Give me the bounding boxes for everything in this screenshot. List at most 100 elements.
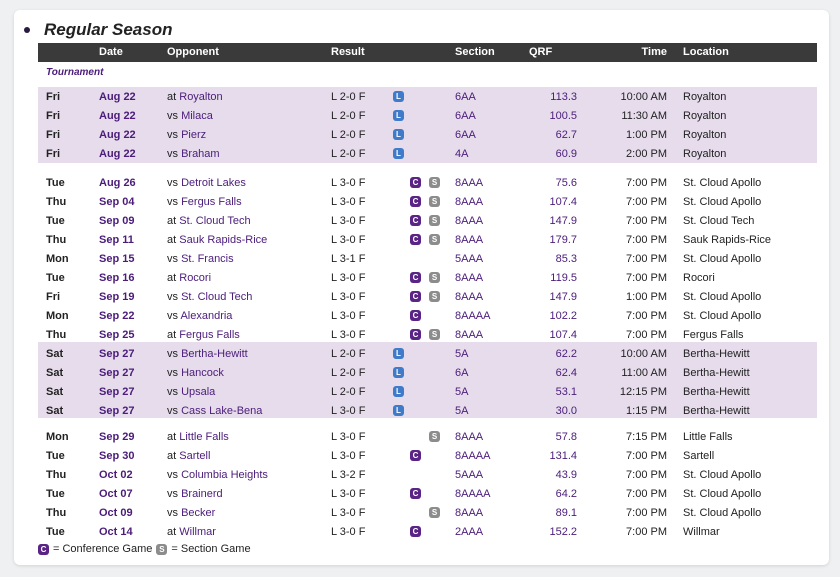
opponent-link[interactable]: Cass Lake-Bena	[181, 405, 263, 417]
qrf-link[interactable]: 119.5	[550, 272, 577, 284]
date-link[interactable]: Oct 07	[99, 488, 133, 500]
date-link[interactable]: Aug 22	[99, 129, 136, 141]
section-link[interactable]: 8AAAA	[455, 450, 491, 462]
section-link[interactable]: 6AA	[455, 129, 476, 141]
section-link[interactable]: 8AAA	[455, 177, 484, 189]
date-link[interactable]: Sep 27	[99, 348, 135, 360]
date-link[interactable]: Sep 27	[99, 386, 135, 398]
date-link[interactable]: Sep 04	[99, 196, 135, 208]
opponent-link[interactable]: Milaca	[181, 110, 213, 122]
date-link[interactable]: Oct 09	[99, 507, 133, 519]
section-link[interactable]: 2AAA	[455, 526, 484, 538]
date-link[interactable]: Aug 22	[99, 91, 136, 103]
opponent-link[interactable]: Hancock	[181, 367, 224, 379]
opponent-link[interactable]: St. Francis	[181, 253, 234, 265]
section-link[interactable]: 4A	[455, 148, 469, 160]
qrf-link[interactable]: 43.9	[555, 469, 577, 481]
opponent-link[interactable]: Sartell	[179, 450, 211, 462]
home-away-prefix: at	[167, 215, 177, 227]
qrf-link[interactable]: 62.7	[555, 129, 577, 141]
date-link[interactable]: Sep 27	[99, 367, 135, 379]
qrf-link[interactable]: 179.7	[549, 234, 577, 246]
section-link[interactable]: 8AAA	[455, 196, 484, 208]
date-link[interactable]: Sep 11	[99, 234, 134, 246]
section-link[interactable]: 5A	[455, 386, 469, 398]
opponent-link[interactable]: Pierz	[181, 129, 207, 141]
opponent-link[interactable]: Braham	[181, 148, 220, 160]
opponent-link[interactable]: Upsala	[181, 386, 216, 398]
section-link[interactable]: 5AAA	[455, 469, 484, 481]
opponent-link[interactable]: Alexandria	[180, 310, 233, 322]
section-link[interactable]: 6AA	[455, 91, 476, 103]
date-link[interactable]: Aug 22	[99, 110, 136, 122]
qrf-link[interactable]: 75.6	[555, 177, 577, 189]
date-link[interactable]: Sep 15	[99, 253, 135, 265]
date-link[interactable]: Sep 22	[99, 310, 135, 322]
opponent-link[interactable]: Rocori	[179, 272, 212, 284]
opponent-link[interactable]: Fergus Falls	[181, 196, 242, 208]
opponent-link[interactable]: St. Cloud Tech	[181, 291, 253, 303]
date-link[interactable]: Sep 30	[99, 450, 135, 462]
qrf-link[interactable]: 100.5	[549, 110, 577, 122]
qrf-link[interactable]: 30.0	[555, 405, 577, 417]
bullet-icon	[24, 27, 30, 33]
qrf-link[interactable]: 113.3	[550, 91, 577, 103]
opponent-link[interactable]: St. Cloud Tech	[179, 215, 251, 227]
table-row: Fri Sep 19 vs St. Cloud Tech L 3-0 F 8AAA 147…	[38, 288, 817, 307]
qrf-link[interactable]: 53.1	[555, 386, 577, 398]
opponent-link[interactable]: Willmar	[179, 526, 216, 538]
date-link[interactable]: Aug 22	[99, 148, 136, 160]
qrf-link[interactable]: 107.4	[549, 196, 577, 208]
date-link[interactable]: Aug 26	[99, 177, 136, 189]
opponent-link[interactable]: Columbia Heights	[181, 469, 268, 481]
section-link[interactable]: 6AA	[455, 110, 476, 122]
opponent-link[interactable]: Fergus Falls	[179, 329, 240, 341]
date-link[interactable]: Sep 16	[99, 272, 135, 284]
qrf-link[interactable]: 152.2	[549, 526, 577, 538]
qrf-link[interactable]: 107.4	[549, 329, 577, 341]
opponent-link[interactable]: Little Falls	[179, 431, 229, 443]
section-link[interactable]: 5A	[455, 405, 469, 417]
opponent-link[interactable]: Detroit Lakes	[181, 177, 246, 189]
section-link[interactable]: 8AAA	[455, 215, 484, 227]
qrf-link[interactable]: 89.1	[555, 507, 577, 519]
date-link[interactable]: Sep 19	[99, 291, 135, 303]
date-link[interactable]: Oct 14	[99, 526, 133, 538]
qrf-link[interactable]: 85.3	[555, 253, 577, 265]
section-link[interactable]: 8AAAA	[455, 310, 491, 322]
qrf-link[interactable]: 147.9	[549, 215, 577, 227]
section-link[interactable]: 8AAAA	[455, 488, 491, 500]
date-link[interactable]: Oct 02	[99, 469, 133, 481]
section-link[interactable]: 8AAA	[455, 507, 484, 519]
section-link[interactable]: 8AAA	[455, 234, 484, 246]
opponent-cell: vs St. Francis	[167, 253, 234, 265]
section-link[interactable]: 8AAA	[455, 329, 484, 341]
section-link[interactable]: 8AAA	[455, 431, 484, 443]
section-link[interactable]: 5A	[455, 348, 469, 360]
result-cell: L 3-0 F	[331, 329, 366, 341]
time-cell: 7:00 PM	[626, 196, 667, 208]
qrf-link[interactable]: 131.4	[549, 450, 577, 462]
date-link[interactable]: Sep 29	[99, 431, 135, 443]
section-link[interactable]: 8AAA	[455, 272, 484, 284]
qrf-link[interactable]: 64.2	[555, 488, 577, 500]
time-cell: 1:00 PM	[626, 129, 667, 141]
section-link[interactable]: 5AAA	[455, 253, 484, 265]
qrf-link[interactable]: 60.9	[555, 148, 577, 160]
date-link[interactable]: Sep 09	[99, 215, 135, 227]
opponent-link[interactable]: Royalton	[179, 91, 223, 103]
opponent-link[interactable]: Becker	[181, 507, 216, 519]
qrf-link[interactable]: 62.2	[555, 348, 577, 360]
date-link[interactable]: Sep 27	[99, 405, 135, 417]
opponent-link[interactable]: Sauk Rapids-Rice	[179, 234, 268, 246]
qrf-link[interactable]: 57.8	[555, 431, 577, 443]
table-row: Thu Sep 11 at Sauk Rapids-Rice L 3-0 F 8AAA 1…	[38, 231, 817, 250]
opponent-link[interactable]: Brainerd	[181, 488, 223, 500]
qrf-link[interactable]: 147.9	[549, 291, 577, 303]
section-link[interactable]: 8AAA	[455, 291, 484, 303]
date-link[interactable]: Sep 25	[99, 329, 135, 341]
opponent-link[interactable]: Bertha-Hewitt	[181, 348, 248, 360]
section-link[interactable]: 6A	[455, 367, 469, 379]
qrf-link[interactable]: 62.4	[555, 367, 577, 379]
qrf-link[interactable]: 102.2	[549, 310, 577, 322]
